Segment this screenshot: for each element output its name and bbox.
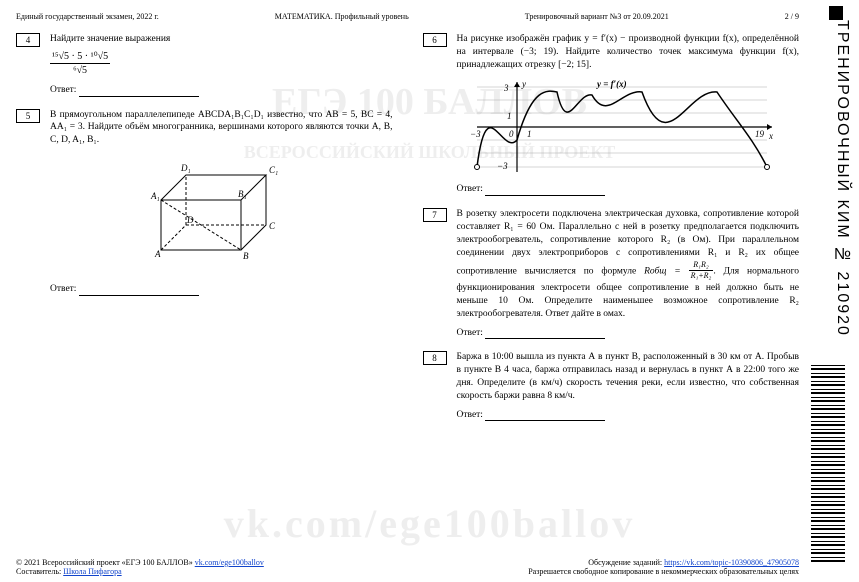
- task-text: Баржа в 10:00 вышла из пункта А в пункт …: [457, 351, 800, 402]
- svg-text:1: 1: [527, 129, 532, 139]
- watermark-bottom: vk.com/ege100ballov: [0, 500, 859, 547]
- right-column: 6 На рисунке изображён график y = f′(x) …: [423, 33, 800, 433]
- svg-text:−3: −3: [470, 129, 481, 139]
- answer-line: [79, 287, 199, 296]
- footer-text: Составитель:: [16, 567, 63, 576]
- header-left: Единый государственный экзамен, 2022 г.: [16, 12, 159, 21]
- svg-text:y = f′(x): y = f′(x): [596, 79, 627, 89]
- svg-text:y: y: [521, 79, 526, 89]
- answer-line: [79, 88, 199, 97]
- answer-label: Ответ:: [457, 184, 483, 194]
- task-4: 4 Найдите значение выражения ¹⁵√5 · 5 · …: [16, 33, 393, 97]
- answer-line: [485, 187, 605, 196]
- answer-label: Ответ:: [50, 85, 76, 95]
- answer-label: Ответ:: [457, 410, 483, 420]
- task-text: В прямоугольном параллелепипеде ABCDA₁B₁…: [50, 109, 393, 147]
- cube-diagram: A B C D A₁ B₁ C₁ D₁: [131, 155, 311, 275]
- answer-line: [485, 330, 605, 339]
- left-column: 4 Найдите значение выражения ¹⁵√5 · 5 · …: [16, 33, 393, 433]
- derivative-chart: 3 1 −3 −3 0 1 19 y x y = f′(x): [457, 77, 777, 177]
- svg-text:D₁: D₁: [180, 163, 191, 173]
- task-number: 6: [423, 33, 447, 47]
- footer-link[interactable]: Школа Пифагора: [63, 567, 121, 576]
- task-8: 8 Баржа в 10:00 вышла из пункта А в пунк…: [423, 351, 800, 421]
- header-center: МАТЕМАТИКА. Профильный уровень: [275, 12, 409, 21]
- svg-text:C: C: [269, 221, 276, 231]
- footer-text: Разрешается свободное копирование в неко…: [528, 567, 799, 576]
- svg-text:1: 1: [507, 111, 512, 121]
- task-number: 8: [423, 351, 447, 365]
- svg-text:19: 19: [755, 129, 765, 139]
- header-right: Тренировочный вариант №3 от 20.09.2021: [525, 12, 669, 21]
- svg-text:A₁: A₁: [150, 191, 160, 201]
- svg-text:B: B: [243, 251, 249, 261]
- svg-text:3: 3: [503, 83, 509, 93]
- answer-label: Ответ:: [457, 328, 483, 338]
- task-number: 5: [16, 109, 40, 123]
- task-text: На рисунке изображён график y = f′(x) − …: [457, 33, 800, 71]
- task-number: 4: [16, 33, 40, 47]
- footer-link[interactable]: https://vk.com/topic-10390806_47905078: [664, 558, 799, 567]
- fraction: R₁R₂ R₁+R₂: [689, 260, 714, 283]
- page-number: 2 / 9: [785, 12, 799, 21]
- answer-label: Ответ:: [50, 284, 76, 294]
- svg-text:C₁: C₁: [269, 165, 278, 175]
- task-text: Найдите значение выражения: [50, 33, 393, 46]
- answer-line: [485, 412, 605, 421]
- task-number: 7: [423, 208, 447, 222]
- formula-lhs: Rобщ =: [644, 266, 681, 276]
- task-6: 6 На рисунке изображён график y = f′(x) …: [423, 33, 800, 196]
- svg-text:B₁: B₁: [238, 189, 247, 199]
- svg-text:0: 0: [509, 129, 514, 139]
- task-7: 7 В розетку электросети подключена элект…: [423, 208, 800, 339]
- footer-link[interactable]: vk.com/ege100ballov: [195, 558, 264, 567]
- fraction: ¹⁵√5 · 5 · ¹⁰√5 ⁶√5: [50, 50, 110, 78]
- page-header: Единый государственный экзамен, 2022 г. …: [16, 12, 799, 21]
- task-5: 5 В прямоугольном параллелепипеде ABCDA₁…: [16, 109, 393, 296]
- page-footer: © 2021 Всероссийский проект «ЕГЭ 100 БАЛ…: [16, 558, 799, 576]
- svg-text:D: D: [186, 215, 194, 225]
- footer-text: © 2021 Всероссийский проект «ЕГЭ 100 БАЛ…: [16, 558, 195, 567]
- svg-text:A: A: [154, 249, 161, 259]
- svg-text:x: x: [768, 131, 773, 141]
- svg-text:−3: −3: [497, 161, 508, 171]
- footer-text: Обсуждение заданий:: [588, 558, 664, 567]
